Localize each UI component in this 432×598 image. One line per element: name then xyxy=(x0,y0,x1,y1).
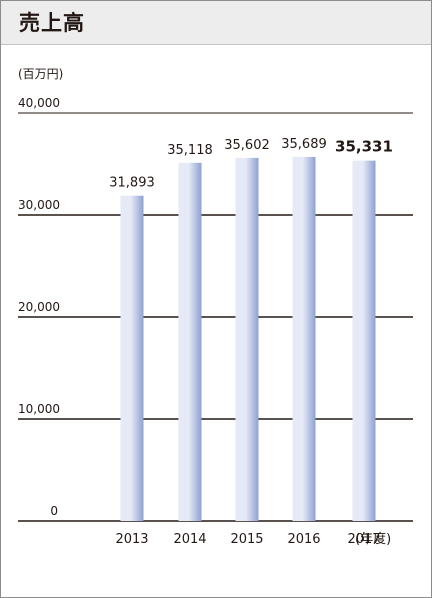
value-label-2017: 35,331 xyxy=(335,138,393,156)
x-tick-label-2016: 2016 xyxy=(287,532,320,547)
unit-label: (百万円) xyxy=(18,67,63,81)
value-label-2014: 35,118 xyxy=(167,143,213,158)
value-label-2015: 35,602 xyxy=(224,138,270,153)
chart-header: 売上高 xyxy=(1,1,431,45)
x-tick-label-2017: 2017 xyxy=(347,532,380,547)
bar-2016 xyxy=(292,156,316,521)
bar-2014 xyxy=(178,162,202,522)
chart-title: 売上高 xyxy=(19,11,85,35)
bar-2017 xyxy=(352,160,376,522)
value-label-2013: 31,893 xyxy=(109,176,155,191)
x-tick-label-2014: 2014 xyxy=(173,532,206,547)
bar-2015 xyxy=(235,157,259,521)
y-tick-label: 0 xyxy=(50,504,58,518)
bar-2013 xyxy=(120,195,144,521)
y-tick-label: 30,000 xyxy=(18,198,60,212)
y-tick-label: 20,000 xyxy=(18,300,60,314)
y-tick-label: 10,000 xyxy=(18,402,60,416)
value-label-2016: 35,689 xyxy=(281,137,327,152)
y-tick-label: 40,000 xyxy=(18,96,60,110)
x-axis-label: (年度) xyxy=(355,531,391,547)
x-tick-label-2015: 2015 xyxy=(230,532,263,547)
x-tick-label-2013: 2013 xyxy=(115,532,148,547)
